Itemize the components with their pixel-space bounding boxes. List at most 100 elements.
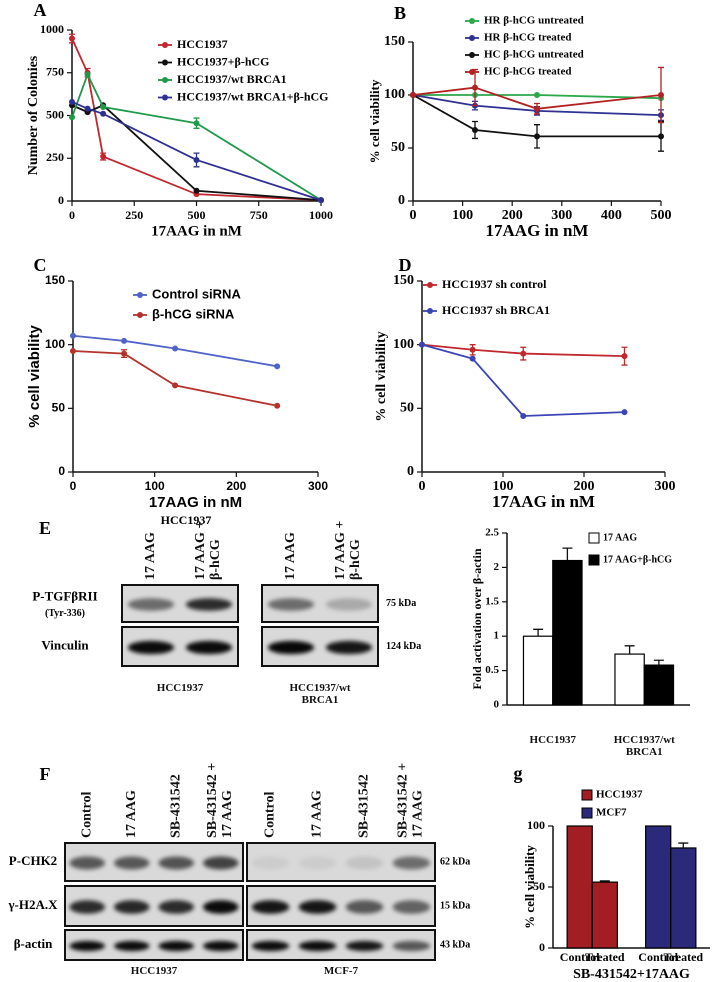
x-tick-label: 750 [250,208,268,222]
data-point [172,382,179,389]
legend-swatch [588,554,600,566]
blot-band [202,856,239,870]
blot-band [251,856,290,870]
panel-label: C [34,255,47,275]
legend-label: HCC1937/wt BRCA1+β-hCG [177,89,329,103]
data-point [274,402,281,409]
blot-band [185,598,233,611]
blot-band [345,940,384,952]
lane-label: Control [78,791,94,838]
blot-band [392,940,431,952]
data-point [469,355,476,362]
series-line [421,343,625,417]
blot-band [392,856,431,870]
y-axis-label: % cell viability [26,325,43,428]
series-line [412,86,662,110]
x-tick-label: Treated [664,950,704,964]
lane-label-box: 17 AAG [283,532,298,580]
lane-label: SB-431542 [167,774,183,838]
x-tick-label: 0 [419,479,426,494]
blot-band [345,856,384,870]
row-label: P-CHK2 [9,853,57,868]
data-point [520,350,527,357]
size-label: 15 kDa [440,900,470,911]
blot-band [267,598,315,611]
lane-label: 17 AAG [123,790,139,838]
legend-label: HCC1937+β-hCG [177,54,270,68]
error-bar [678,842,689,848]
y-tick-label: 500 [46,107,64,121]
y-tick-label: 0 [398,193,405,208]
legend-marker [137,292,143,298]
y-axis-label: % cell viability [522,845,537,929]
data-point [70,332,76,339]
data-point [70,348,76,355]
data-point [469,346,476,353]
legend-swatch [588,532,600,544]
lane-label-box: 17 AAG [143,532,158,580]
lane-label-box: SB-431542 + 17 AAG [396,763,426,838]
data-point [193,156,200,163]
y-tick-label: 50 [391,140,405,155]
blot-band [325,640,373,655]
legend-marker [162,77,168,83]
blot-band [202,940,239,952]
data-point [621,409,628,416]
blot-band [113,900,150,914]
error-bar [562,547,573,561]
legend-marker [469,35,475,41]
y-tick-label: 100 [384,87,405,102]
y-tick-label: 150 [384,34,405,49]
bar [522,635,554,706]
bar [566,825,593,949]
blot-band [298,940,337,952]
group-label-box: HCC1937/wt BRCA1 [289,683,350,705]
series-line [421,343,625,358]
x-tick-label: Control [638,950,678,964]
data-point [121,337,128,344]
y-tick-label: 1 [494,630,500,642]
blot-band [113,856,150,870]
lane-label-box: 17 AAG [123,790,139,838]
error-bar [653,659,664,666]
blot-band [69,940,106,952]
blot-band [202,900,239,914]
legend-label: HCC1937 [177,37,228,51]
size-label: 124 kDa [386,641,421,652]
y-tick-label: 150 [45,273,65,287]
legend-label: HCC1937/wt BRCA1 [177,72,287,86]
data-point [69,35,75,42]
y-axis-label: Fold activation over β-actin [470,548,484,689]
data-point [274,363,281,370]
series-line [71,100,322,202]
legend-label: HCC1937 [596,789,643,801]
row-label: β-actin [14,936,53,951]
legend-label: 17 AAG [603,532,637,543]
x-tick-label: 300 [655,479,676,494]
group-label-box: HCC1937 [131,966,177,977]
series-line [412,94,661,138]
y-tick-label: 2 [494,561,500,573]
x-axis-label: 17AAG in nM [492,492,595,511]
x-tick-label: 0 [410,208,417,223]
data-point [193,187,200,194]
y-tick-label: 0 [58,193,64,207]
bar [670,847,697,949]
group-label: HCC1937 [156,683,204,694]
x-tick-label: 0 [69,208,75,222]
legend-marker [137,312,143,318]
legend-marker [162,94,168,101]
y-tick-label: 0 [494,699,500,711]
lane-label-box: 17 AAG + β-hCG [333,521,363,580]
blot-band [158,856,195,870]
blot-band [69,900,106,914]
y-tick-label: 0 [539,940,545,954]
blot-band [298,900,337,914]
bar [614,653,645,706]
data-point [534,92,540,98]
lane-label-box: SB-431542 [167,774,183,838]
y-tick-label: 0.5 [485,664,499,676]
series-line [413,94,662,100]
legend-marker [469,18,475,24]
blot-band [267,640,315,655]
